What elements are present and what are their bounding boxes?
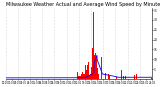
Text: Milwaukee Weather Actual and Average Wind Speed by Minute mph (Last 24 Hours): Milwaukee Weather Actual and Average Win… bbox=[6, 2, 160, 7]
